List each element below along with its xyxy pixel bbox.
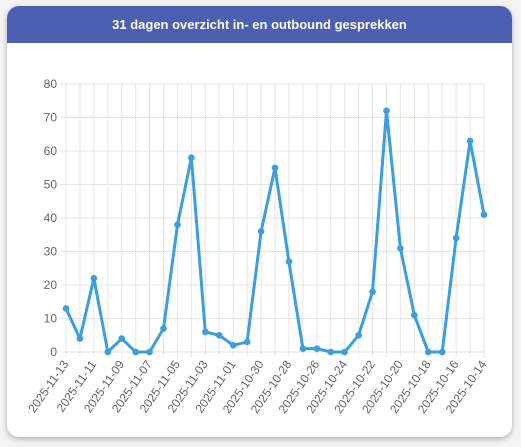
data-point [411, 311, 418, 319]
data-point [62, 305, 70, 312]
data-point [327, 348, 335, 356]
chart-title: 31 dagen overzicht in- en outbound gespr… [7, 6, 512, 43]
data-point [383, 107, 390, 115]
data-point [174, 221, 181, 228]
data-point [424, 348, 432, 356]
data-point [285, 258, 293, 265]
data-point [160, 325, 167, 332]
data-point [313, 345, 321, 352]
line-chart: 010203040506070802025-11-132025-11-11202… [25, 77, 489, 416]
data-point [229, 342, 237, 349]
y-tick-label: 60 [44, 144, 58, 158]
data-point [397, 244, 404, 252]
y-tick-label: 80 [44, 77, 58, 91]
data-point [299, 345, 307, 352]
data-point [76, 335, 84, 342]
data-point [438, 348, 446, 356]
data-point [90, 275, 98, 282]
data-point [480, 211, 488, 218]
chart-card: 31 dagen overzicht in- en outbound gespr… [7, 6, 512, 437]
data-point [118, 335, 126, 342]
data-point [341, 348, 348, 356]
data-point [243, 338, 251, 346]
data-point [104, 348, 112, 356]
y-tick-label: 20 [44, 278, 58, 292]
data-point [452, 234, 460, 242]
data-point [188, 154, 195, 161]
y-tick-label: 50 [44, 178, 58, 192]
y-tick-label: 0 [50, 345, 57, 359]
data-point [257, 228, 265, 235]
data-point [369, 288, 376, 296]
y-tick-label: 10 [44, 312, 58, 326]
y-tick-label: 30 [44, 245, 58, 259]
data-point [146, 348, 153, 356]
y-tick-label: 40 [44, 211, 58, 225]
data-point [132, 348, 139, 356]
data-point [202, 328, 209, 336]
y-tick-label: 70 [44, 111, 58, 125]
data-point [215, 331, 223, 339]
data-point [466, 137, 474, 145]
data-point [271, 164, 279, 172]
data-point [355, 331, 362, 339]
